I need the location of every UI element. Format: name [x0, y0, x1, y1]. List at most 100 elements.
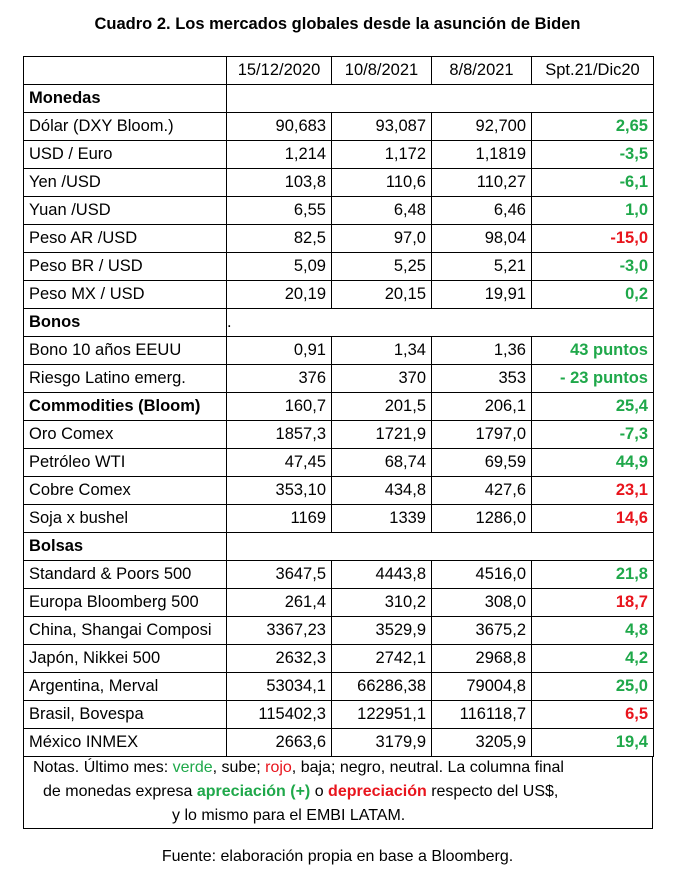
section-spacer — [226, 532, 654, 561]
column-header: Spt.21/Dic20 — [531, 56, 654, 85]
change-value: 18,7 — [531, 588, 654, 617]
row-label: USD / Euro — [23, 140, 227, 169]
row-label: Petróleo WTI — [23, 448, 227, 477]
value-8-8-2021: 19,91 — [431, 280, 532, 309]
value-8-8-2021: 1797,0 — [431, 420, 532, 449]
row-label: Japón, Nikkei 500 — [23, 644, 227, 673]
note-rojo: rojo — [265, 759, 292, 776]
table-row: Bono 10 años EEUU 0,91 1,34 1,36 43 puntos — [23, 336, 654, 365]
change-value: 25,0 — [531, 672, 654, 701]
table-row: Riesgo Latino emerg. 376 370 353- 23 puntos — [23, 364, 654, 393]
change-value: 43 puntos — [531, 336, 654, 365]
change-value: -7,3 — [531, 420, 654, 449]
value-10-8-2021: 97,0 — [331, 224, 432, 253]
table-row: Peso BR / USD 5,09 5,25 5,21 -3,0 — [23, 252, 654, 281]
value-10-8-2021: 2742,1 — [331, 644, 432, 673]
section-title: Bolsas — [23, 532, 227, 561]
table-title: Cuadro 2. Los mercados globales desde la… — [94, 15, 581, 33]
value-15-12-2020: 103,8 — [226, 168, 332, 197]
value-15-12-2020: 2663,6 — [226, 728, 332, 757]
value-10-8-2021: 1721,9 — [331, 420, 432, 449]
change-value: 44,9 — [531, 448, 654, 477]
value-8-8-2021: 98,04 — [431, 224, 532, 253]
value-15-12-2020: 82,5 — [226, 224, 332, 253]
value-8-8-2021: 116118,7 — [431, 700, 532, 729]
value-15-12-2020: 5,09 — [226, 252, 332, 281]
value-15-12-2020: 53034,1 — [226, 672, 332, 701]
row-label: Argentina, Merval — [23, 672, 227, 701]
row-label: Riesgo Latino emerg. — [23, 364, 227, 393]
value-15-12-2020: 2632,3 — [226, 644, 332, 673]
table-row: Cobre Comex 353,10 434,8 427,6 23,1 — [23, 476, 654, 505]
row-label: Standard & Poors 500 — [23, 560, 227, 589]
row-label: Bono 10 años EEUU — [23, 336, 227, 365]
value-10-8-2021: 20,15 — [331, 280, 432, 309]
change-value: 14,6 — [531, 504, 654, 533]
row-label: Dólar (DXY Bloom.) — [23, 112, 227, 141]
value-10-8-2021: 1,34 — [331, 336, 432, 365]
table-row: México INMEX 2663,6 3179,9 3205,9 19,4 — [23, 728, 654, 757]
value-8-8-2021: 1,36 — [431, 336, 532, 365]
value-10-8-2021: 6,48 — [331, 196, 432, 225]
section-row: Bonos. — [23, 308, 654, 337]
row-label: Europa Bloomberg 500 — [23, 588, 227, 617]
value-10-8-2021: 66286,38 — [331, 672, 432, 701]
change-value: 19,4 — [531, 728, 654, 757]
section-title: Monedas — [23, 84, 227, 113]
change-value: 25,4 — [531, 392, 654, 421]
row-label: Cobre Comex — [23, 476, 227, 505]
notes-line-3: y lo mismo para el EMBI LATAM. — [172, 807, 406, 824]
value-8-8-2021: 110,27 — [431, 168, 532, 197]
source-note: Fuente: elaboración propia en base a Blo… — [161, 848, 514, 865]
value-10-8-2021: 201,5 — [331, 392, 432, 421]
section-spacer — [226, 84, 654, 113]
value-8-8-2021: 69,59 — [431, 448, 532, 477]
row-label: China, Shangai Composi — [23, 616, 227, 645]
markets-table: 15/12/2020 10/8/2021 8/8/2021 Spt.21/Dic20 M… — [23, 56, 654, 757]
row-label: México INMEX — [23, 728, 227, 757]
value-10-8-2021: 5,25 — [331, 252, 432, 281]
value-15-12-2020: 3647,5 — [226, 560, 332, 589]
column-header — [23, 56, 227, 85]
section-row: Bolsas — [23, 532, 654, 561]
column-header: 15/12/2020 — [226, 56, 332, 85]
change-value: 6,5 — [531, 700, 654, 729]
value-10-8-2021: 3179,9 — [331, 728, 432, 757]
value-10-8-2021: 1339 — [331, 504, 432, 533]
value-15-12-2020: 160,7 — [226, 392, 332, 421]
table-row: China, Shangai Composi 3367,23 3529,9 3675,… — [23, 616, 654, 645]
value-15-12-2020: 20,19 — [226, 280, 332, 309]
value-8-8-2021: 1286,0 — [431, 504, 532, 533]
table-row: Yuan /USD 6,55 6,48 6,46 1,0 — [23, 196, 654, 225]
value-15-12-2020: 353,10 — [226, 476, 332, 505]
change-value: 21,8 — [531, 560, 654, 589]
change-value: -3,0 — [531, 252, 654, 281]
value-10-8-2021: 122951,1 — [331, 700, 432, 729]
value-8-8-2021: 5,21 — [431, 252, 532, 281]
value-10-8-2021: 68,74 — [331, 448, 432, 477]
value-10-8-2021: 310,2 — [331, 588, 432, 617]
value-8-8-2021: 79004,8 — [431, 672, 532, 701]
value-15-12-2020: 90,683 — [226, 112, 332, 141]
value-15-12-2020: 6,55 — [226, 196, 332, 225]
change-value: -3,5 — [531, 140, 654, 169]
value-8-8-2021: 1,1819 — [431, 140, 532, 169]
table-row: Peso AR /USD 82,5 97,0 98,04 -15,0 — [23, 224, 654, 253]
row-label: Yen /USD — [23, 168, 227, 197]
notes-box: Notas. Último mes: verde, sube; rojo, ba… — [23, 756, 653, 829]
table-row: USD / Euro 1,214 1,172 1,1819 -3,5 — [23, 140, 654, 169]
value-8-8-2021: 353 — [431, 364, 532, 393]
value-15-12-2020: 47,45 — [226, 448, 332, 477]
table-row: Dólar (DXY Bloom.) 90,683 93,087 92,700 2,65 — [23, 112, 654, 141]
note-depreciacion: depreciación — [328, 783, 427, 800]
section-row: Monedas — [23, 84, 654, 113]
value-8-8-2021: 3205,9 — [431, 728, 532, 757]
value-10-8-2021: 434,8 — [331, 476, 432, 505]
change-value: - 23 puntos — [531, 364, 654, 393]
row-label: Yuan /USD — [23, 196, 227, 225]
value-10-8-2021: 1,172 — [331, 140, 432, 169]
value-8-8-2021: 92,700 — [431, 112, 532, 141]
change-value: -6,1 — [531, 168, 654, 197]
value-15-12-2020: 261,4 — [226, 588, 332, 617]
row-label: Commodities (Bloom) — [23, 392, 227, 421]
